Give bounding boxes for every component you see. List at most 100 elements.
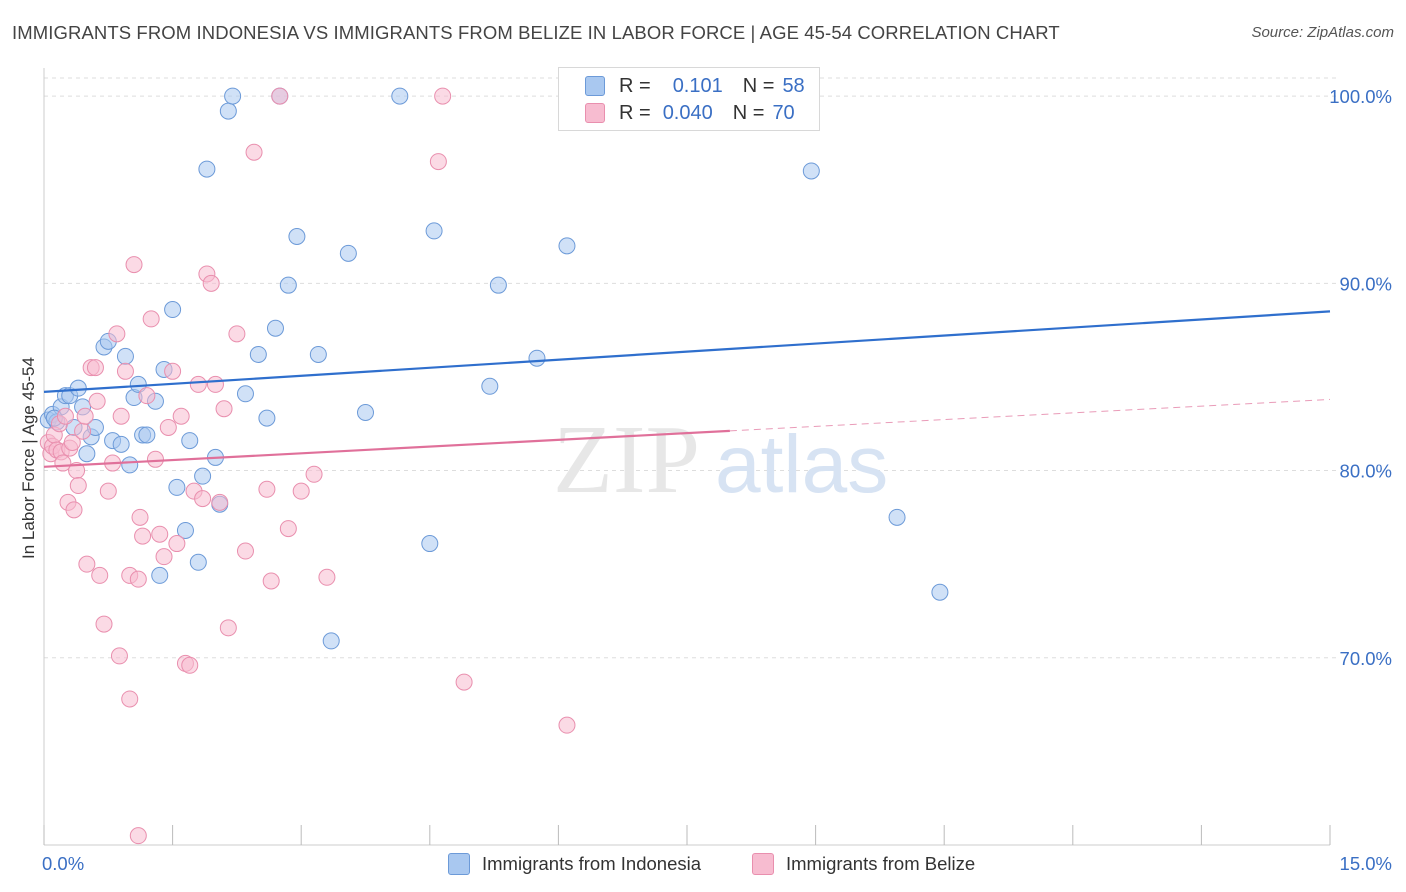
data-point-indonesia	[78, 445, 96, 463]
data-point-belize	[86, 359, 104, 377]
data-point-belize	[131, 508, 149, 526]
data-point-belize	[110, 647, 128, 665]
data-point-indonesia	[309, 345, 327, 363]
data-point-belize	[181, 656, 199, 674]
data-point-belize	[142, 310, 160, 328]
y-tick-label: 100.0%	[1329, 86, 1392, 107]
bottom-legend-swatch-indonesia	[448, 853, 470, 875]
legend-swatch-indonesia	[585, 76, 605, 96]
data-point-indonesia	[931, 583, 949, 601]
data-point-belize	[56, 407, 74, 425]
watermark-atlas: atlas	[715, 419, 888, 510]
data-point-indonesia	[138, 426, 156, 444]
data-point-indonesia	[528, 349, 546, 367]
data-point-belize	[189, 375, 207, 393]
data-point-belize	[69, 477, 87, 495]
bottom-legend-label-belize: Immigrants from Belize	[786, 853, 976, 874]
data-point-belize	[159, 418, 177, 436]
data-point-indonesia	[425, 222, 443, 240]
y-tick-label: 90.0%	[1340, 273, 1392, 294]
legend-r-value-belize: 0.040	[662, 101, 713, 124]
grid-lines	[44, 77, 1336, 659]
data-point-indonesia	[189, 553, 207, 571]
trend-lines	[43, 310, 1331, 468]
trend-line-belize-extrapolated	[729, 398, 1331, 432]
data-point-indonesia	[194, 467, 212, 485]
data-point-belize	[202, 274, 220, 292]
data-point-belize	[194, 490, 212, 508]
data-point-indonesia	[322, 632, 340, 650]
legend-row-belize: R = 0.040 N = 70	[585, 100, 795, 126]
data-point-indonesia	[888, 508, 906, 526]
data-point-belize	[211, 493, 229, 511]
data-point-indonesia	[558, 237, 576, 255]
data-point-belize	[318, 568, 336, 586]
data-point-belize	[146, 450, 164, 468]
data-point-belize	[305, 465, 323, 483]
y-tick-labels: 70.0% 80.0% 90.0% 100.0%	[1329, 86, 1392, 669]
legend-row-indonesia: R = 0.101 N = 58	[585, 73, 805, 99]
data-point-indonesia	[802, 162, 820, 180]
legend-n-value-belize: 70	[772, 101, 795, 124]
bottom-legend-indonesia: Immigrants from Indonesia	[448, 851, 701, 877]
data-point-indonesia	[279, 276, 297, 294]
legend-box: R = 0.101 N = 58 R = 0.040 N = 70	[558, 67, 820, 131]
data-point-belize	[429, 153, 447, 171]
data-point-indonesia	[116, 347, 134, 365]
data-point-belize	[78, 555, 96, 573]
data-point-belize	[228, 325, 246, 343]
data-point-indonesia	[339, 244, 357, 262]
x-tick-labels: 0.0% 15.0%	[42, 853, 1392, 874]
data-point-indonesia	[151, 566, 169, 584]
data-point-indonesia	[168, 478, 186, 496]
data-point-indonesia	[249, 345, 267, 363]
data-point-belize	[91, 566, 109, 584]
data-point-belize	[236, 542, 254, 560]
data-point-indonesia	[219, 102, 237, 120]
data-point-belize	[262, 572, 280, 590]
legend-r-label: R =	[619, 101, 651, 124]
data-point-belize	[455, 673, 473, 691]
source-label: Source: ZipAtlas.com	[1251, 24, 1394, 41]
data-point-belize	[76, 407, 94, 425]
data-point-indonesia	[357, 404, 374, 422]
legend-n-label: N =	[742, 74, 775, 97]
trend-line-belize	[43, 429, 730, 468]
data-point-belize	[88, 392, 106, 410]
data-point-belize	[151, 525, 169, 543]
bottom-legend-label-indonesia: Immigrants from Indonesia	[482, 853, 702, 874]
data-point-belize	[434, 87, 452, 105]
legend-r-value-indonesia: 0.101	[672, 74, 723, 97]
y-tick-label: 70.0%	[1340, 648, 1392, 669]
bottom-legend-swatch-belize	[752, 853, 774, 875]
data-point-belize	[168, 535, 186, 553]
data-point-indonesia	[421, 535, 439, 553]
data-point-belize	[129, 827, 147, 845]
legend-swatch-belize	[585, 103, 605, 123]
data-point-belize	[558, 716, 576, 734]
data-point-belize	[112, 407, 130, 425]
watermark-zip: ZIP	[553, 406, 700, 514]
chart-title: IMMIGRANTS FROM INDONESIA VS IMMIGRANTS …	[12, 22, 1060, 43]
series-indonesia-points	[39, 87, 949, 650]
data-point-belize	[292, 482, 310, 500]
data-point-belize	[129, 570, 147, 588]
data-point-indonesia	[181, 432, 199, 450]
data-point-belize	[271, 87, 289, 105]
data-point-belize	[138, 387, 156, 405]
watermark: ZIP atlas	[553, 406, 888, 514]
x-tick-label: 0.0%	[42, 853, 84, 874]
data-point-belize	[65, 501, 83, 519]
data-point-belize	[63, 433, 81, 451]
data-point-belize	[164, 362, 182, 380]
data-point-belize	[215, 400, 233, 418]
legend-n-label: N =	[732, 101, 765, 124]
legend-r-label: R =	[619, 74, 651, 97]
data-point-belize	[245, 143, 263, 161]
data-point-belize	[155, 548, 173, 566]
trend-line-indonesia	[43, 310, 1331, 394]
data-point-indonesia	[198, 160, 216, 178]
data-point-indonesia	[481, 377, 499, 395]
data-point-belize	[108, 325, 126, 343]
data-point-belize	[258, 480, 276, 498]
